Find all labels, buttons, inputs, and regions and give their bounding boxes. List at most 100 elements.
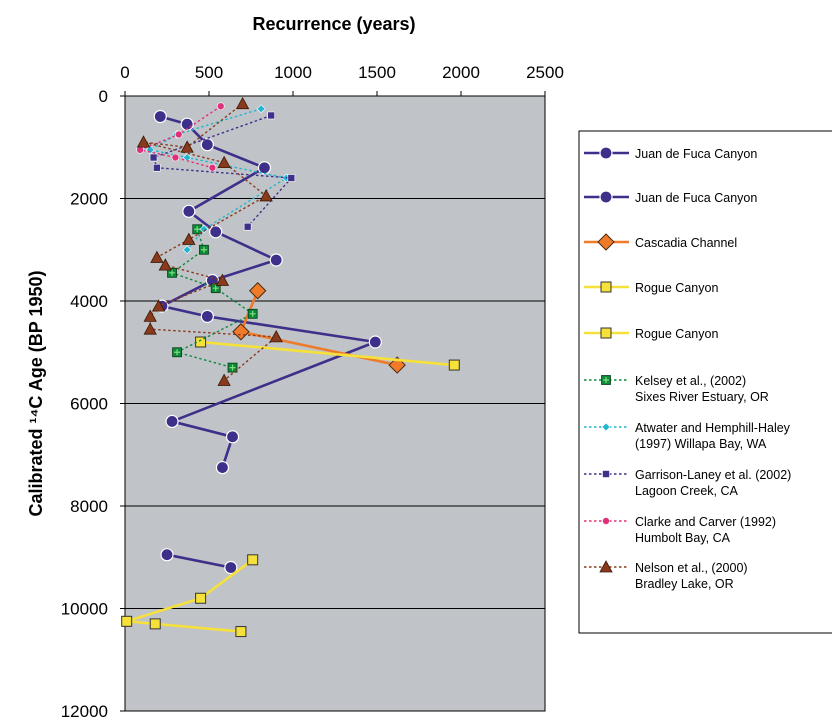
y-axis-title: Calibrated ¹⁴C Age (BP 1950) [26,271,46,517]
series-5-point-cross [194,226,201,233]
series-9-point [259,189,273,202]
legend-label: Juan de Fuca Canyon [635,191,757,205]
legend-label: Juan de Fuca Canyon [635,147,757,161]
legend-label: Lagoon Creek, CA [635,484,739,498]
series-7-point [149,153,158,162]
series-layer [121,96,460,638]
series-7-point [153,163,161,172]
series-0-point [153,109,167,124]
series-9-point [136,135,151,148]
series-1-point [224,560,238,575]
series-9-point [151,299,166,312]
y-tick-label: 0 [99,87,108,106]
series-3-line [200,340,455,367]
legend-swatch-marker [600,327,612,339]
series-2-point [249,282,267,300]
series-9-point [143,309,157,322]
series-6-point [256,104,266,114]
series-9-point [150,250,164,263]
series-8-point [208,163,217,172]
series-4-point [121,615,133,627]
series-0-point [165,414,179,429]
series-7-point [267,111,275,120]
legend-swatch-marker [602,470,610,478]
series-5 [167,224,258,373]
x-tick-label: 2500 [526,63,564,82]
legend-label: Rogue Canyon [635,281,718,295]
series-9-point [158,258,172,271]
series-0-line [158,115,381,468]
series-9-point [215,273,230,286]
series-9 [136,96,283,386]
legend-label: (1997) Willapa Bay, WA [635,437,767,451]
series-7 [149,111,296,231]
series-9-point [182,232,196,245]
series-9-point [143,322,157,335]
legend-swatch-marker [599,146,613,160]
series-6-point [182,153,192,162]
series-5-point-cross [212,285,219,292]
series-5-point-cross [169,269,176,276]
legend-label: Bradley Lake, OR [635,577,734,591]
series-0-point [368,335,382,349]
series-9-point [217,155,231,169]
legend-label: Garrison-Laney et al. (2002) [635,468,791,482]
series-9-point [180,140,194,153]
x-tick-label: 0 [120,63,129,82]
series-3 [195,336,460,371]
series-4-point [149,618,161,630]
legend-label: Cascadia Channel [635,236,737,250]
series-7-point [287,174,296,182]
series-5-point-cross [200,246,207,253]
series-5-point-cross [229,364,236,371]
series-7-point [243,222,252,231]
series-1-point [160,548,174,562]
legend-swatch-marker [599,560,613,573]
series-0-point [269,253,283,267]
plot-area [124,95,546,712]
axes: 0 500 1000 1500 2000 2500 0 2000 4000 6000 8000 100… [61,63,564,721]
x-tick-label: 500 [195,63,223,82]
series-6-point [199,224,209,234]
y-tick-label: 6000 [70,395,108,414]
series-0-point [182,204,196,218]
x-tick-label: 1500 [358,63,396,82]
y-tick-label: 8000 [70,497,108,516]
series-8-point [171,153,180,162]
legend-swatch-marker [599,190,613,204]
legend-swatch-marker [601,422,611,432]
series-0-point [225,430,240,444]
series-4-point [235,626,247,638]
legend-swatch-marker [600,281,612,293]
series-8-point [174,130,183,139]
series-1 [160,548,238,575]
series-4-point [247,554,259,566]
x-tick-label: 1000 [274,63,312,82]
series-9-point [217,373,231,386]
y-tick-label: 10000 [61,600,108,619]
legend-swatch-marker-cross [603,377,609,383]
y-tick-label: 2000 [70,190,108,209]
legend-label: Rogue Canyon [635,327,718,341]
series-5-point-cross [249,310,256,317]
series-6-point [182,245,192,255]
series-0-point [209,225,223,239]
legend-box [578,130,832,634]
y-tick-label: 4000 [70,292,108,311]
legend-label: Sixes River Estuary, OR [635,390,769,404]
legend: Juan de Fuca Canyon Juan de Fuca Canyon Ca… [578,130,832,634]
series-0-point [200,138,214,152]
series-0-point [200,309,214,323]
series-3-point [448,359,460,371]
y-tick-label: 12000 [61,702,108,721]
series-3-point [195,336,207,348]
series-9-point [235,96,250,110]
series-9-point [269,330,283,343]
series-4 [121,554,259,638]
series-5-point-cross [174,349,181,356]
series-2-point [232,323,250,341]
x-tick-label: 2000 [442,63,480,82]
series-4-point [195,592,207,604]
legend-label: Atwater and Hemphill-Haley [635,421,791,435]
